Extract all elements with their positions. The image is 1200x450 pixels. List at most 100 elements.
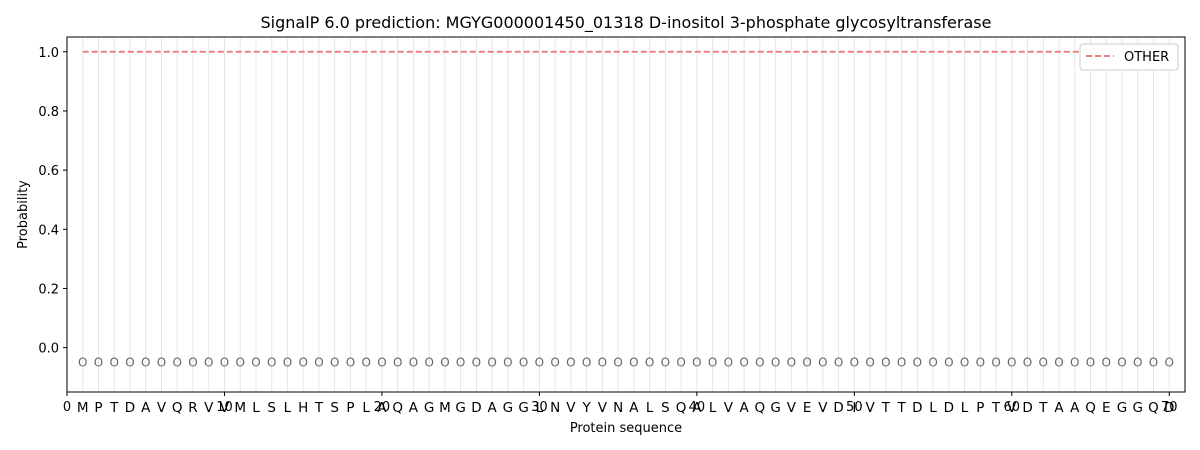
y-tick-label-4: 0.8 [38,105,59,120]
state-label-39: O [676,355,685,369]
residue-20: A [377,400,387,416]
state-label-23: O [424,355,433,369]
residue-26: D [471,400,481,416]
state-label-37: O [645,355,654,369]
residue-53: T [896,400,906,416]
state-label-24: O [440,355,449,369]
y-tick-label-5: 1.0 [38,46,59,61]
state-label-70: O [1165,355,1174,369]
residue-31: N [550,400,560,416]
residue-41: L [709,400,717,416]
state-label-8: O [188,355,197,369]
residue-15: H [298,400,308,416]
x-tick-label-0: 0 [63,400,71,415]
state-label-51: O [865,355,874,369]
residue-1: M [77,400,89,416]
state-label-6: O [157,355,166,369]
x-tick-label-50: 50 [846,400,863,415]
state-label-14: O [283,355,292,369]
state-label-44: O [755,355,764,369]
state-label-38: O [661,355,670,369]
residue-46: V [787,400,797,416]
state-label-68: O [1133,355,1142,369]
residue-11: M [234,400,246,416]
state-label-40: O [692,355,701,369]
x-tick-label-70: 70 [1161,400,1178,415]
residue-29: G [518,400,528,416]
x-axis-title: Protein sequence [570,421,682,436]
residue-67: G [1117,400,1127,416]
state-label-33: O [582,355,591,369]
residue-66: E [1102,400,1111,416]
residue-16: T [314,400,324,416]
legend: OTHER [1079,43,1179,71]
state-label-12: O [251,355,260,369]
state-label-10: O [220,355,229,369]
grid-layer [82,37,1170,392]
state-label-65: O [1086,355,1095,369]
state-label-32: O [566,355,575,369]
residue-42: V [724,400,734,416]
state-label-29: O [519,355,528,369]
chart-title: SignalP 6.0 prediction: MGYG000001450_01… [261,13,992,33]
residue-34: V [598,400,608,416]
state-label-58: O [976,355,985,369]
state-label-2: O [94,355,103,369]
residue-28: G [503,400,513,416]
state-label-20: O [377,355,386,369]
state-label-4: O [125,355,134,369]
x-tick-label-20: 20 [374,400,391,415]
residue-3: T [109,400,119,416]
residue-55: L [929,400,937,416]
state-label-43: O [739,355,748,369]
legend-label-other: OTHER [1124,50,1169,65]
state-label-61: O [1023,355,1032,369]
state-label-27: O [487,355,496,369]
residue-48: V [818,400,828,416]
state-label-52: O [881,355,890,369]
residue-38: S [661,400,670,416]
state-label-49: O [834,355,843,369]
residue-18: P [346,400,354,416]
state-label-18: O [346,355,355,369]
residue-52: T [881,400,891,416]
residue-5: A [141,400,151,416]
state-label-25: O [456,355,465,369]
residue-6: V [157,400,167,416]
residue-8: R [188,400,197,416]
residue-65: Q [1085,400,1096,416]
residue-23: G [424,400,434,416]
y-axis-title: Probability [16,180,31,249]
state-label-3: O [110,355,119,369]
state-label-50: O [850,355,859,369]
state-label-13: O [267,355,276,369]
x-tick-label-10: 10 [216,400,233,415]
state-label-60: O [1007,355,1016,369]
state-label-21: O [393,355,402,369]
residue-36: A [629,400,639,416]
y-tick-label-0: 0.0 [38,342,59,357]
state-label-69: O [1149,355,1158,369]
state-label-57: O [960,355,969,369]
residue-69: Q [1148,400,1159,416]
residue-35: N [613,400,623,416]
state-label-26: O [472,355,481,369]
state-label-16: O [314,355,323,369]
residue-44: Q [755,400,766,416]
state-label-7: O [172,355,181,369]
residue-22: A [409,400,419,416]
residue-54: D [912,400,922,416]
residue-40: A [692,400,702,416]
state-label-30: O [535,355,544,369]
residue-59: T [991,400,1001,416]
state-label-9: O [204,355,213,369]
y-axis-ticks: 0.0 0.2 0.4 0.6 0.8 1.0 [38,46,67,357]
state-label-63: O [1054,355,1063,369]
state-label-35: O [613,355,622,369]
residue-61: D [1022,400,1032,416]
x-tick-label-60: 60 [1004,400,1021,415]
state-label-62: O [1039,355,1048,369]
residue-2: P [94,400,102,416]
